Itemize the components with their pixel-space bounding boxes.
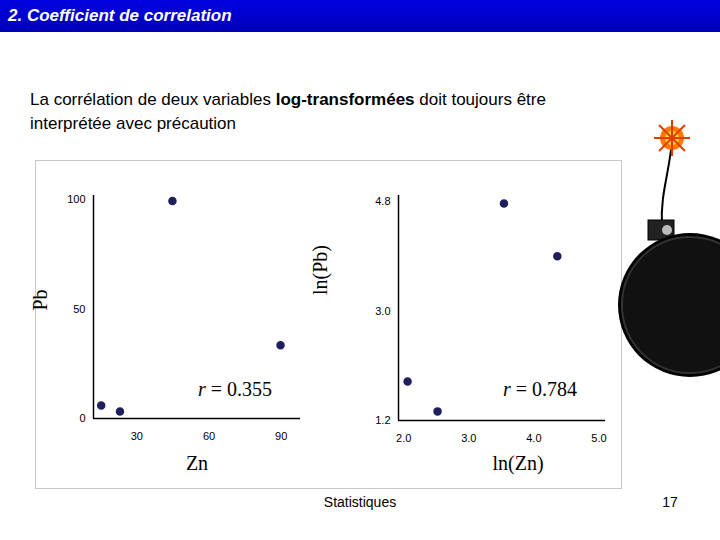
svg-text:4.0: 4.0 [526, 432, 541, 444]
html-text:La corrélation de deux variabl: La corrélation de deux variables log-tra… [30, 90, 546, 133]
html-text:ln(Pb): ln(Pb) [308, 245, 331, 295]
svg-text:1.2: 1.2 [375, 414, 390, 426]
html-text:2. Coefficient de correlation: 2. Coefficient de correlation [8, 6, 232, 25]
svg-text:30: 30 [131, 430, 143, 442]
svg-text:100: 100 [67, 193, 85, 205]
svg-text:2.0: 2.0 [396, 432, 411, 444]
html-text:r = 0.355: r = 0.355 [198, 378, 272, 400]
html-text:r = 0.784: r = 0.784 [503, 378, 577, 400]
svg-text:0: 0 [79, 412, 85, 424]
html-text:Statistiques: Statistiques [323, 494, 397, 510]
svg-text:5.0: 5.0 [591, 432, 606, 444]
html-text:Zn: Zn [185, 452, 209, 474]
svg-text:50: 50 [73, 303, 85, 315]
svg-text:4.8: 4.8 [375, 195, 390, 207]
svg-text:60: 60 [203, 430, 215, 442]
html-text:17: 17 [662, 494, 678, 510]
svg-text:3.0: 3.0 [461, 432, 476, 444]
svg-text:3.0: 3.0 [375, 305, 390, 317]
html-text:Pb: Pb [28, 289, 51, 311]
html-text:ln(Zn): ln(Zn) [492, 452, 544, 474]
svg-text:90: 90 [275, 430, 287, 442]
